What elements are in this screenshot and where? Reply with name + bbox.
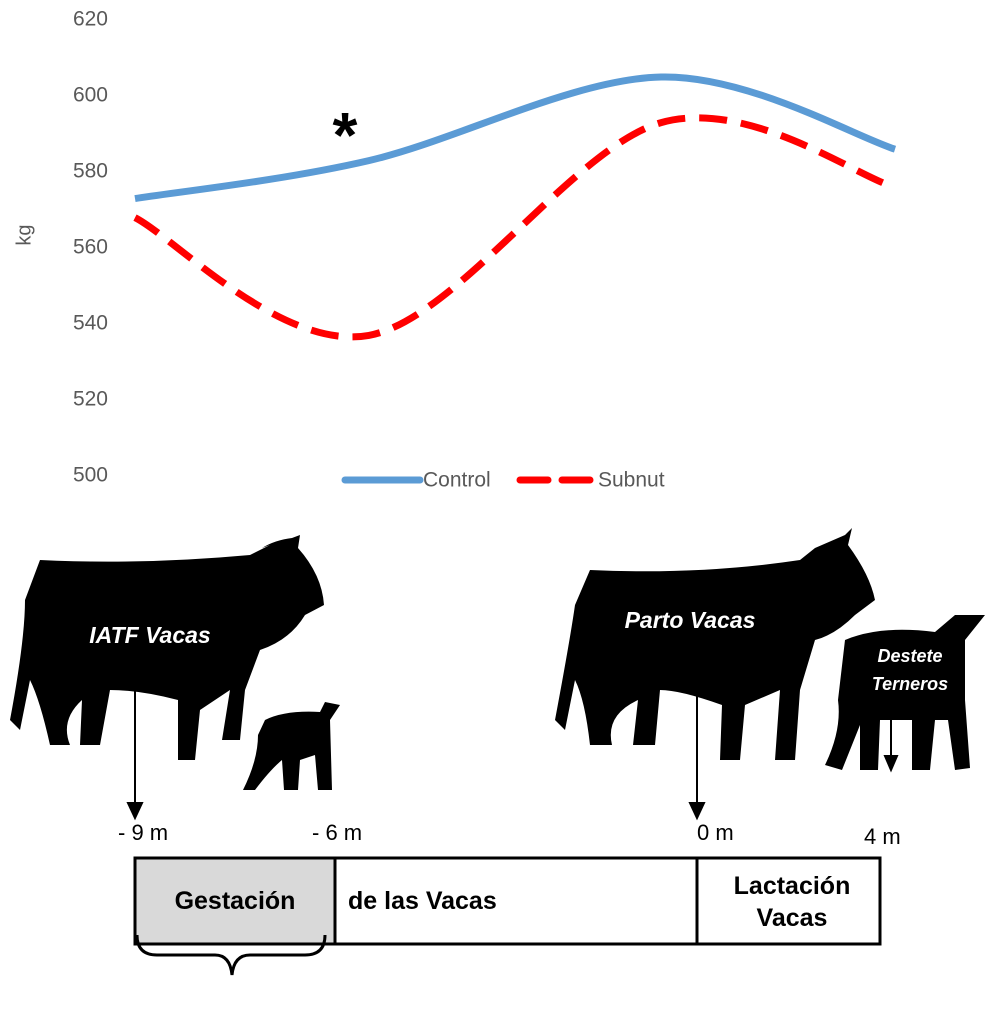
phase-label: de las Vacas	[348, 887, 497, 915]
y-tick-label: 540	[73, 312, 108, 335]
annotation: *	[333, 99, 358, 171]
legend-label: Control	[423, 469, 491, 492]
legend-label: Subnut	[598, 469, 665, 492]
y-tick-label: 560	[73, 236, 108, 259]
arrows	[126, 670, 899, 821]
phase-label: Lactación Vacas	[733, 872, 851, 932]
event-label: IATF Vacas	[89, 622, 211, 648]
y-axis-label: kg	[13, 224, 35, 245]
y-tick-label: 580	[73, 160, 108, 183]
y-tick-label: 600	[73, 84, 108, 107]
timeline-label: 0 m	[697, 820, 734, 845]
timeline-label: - 6 m	[312, 820, 363, 845]
series-line	[134, 73, 897, 203]
cow-silhouette	[10, 528, 985, 790]
phase-label: Gestación	[174, 887, 296, 915]
timeline-label: 4 m	[864, 824, 901, 849]
y-tick-label: 620	[73, 8, 108, 31]
y-tick-label: 500	[73, 464, 108, 487]
event-label: Parto Vacas	[624, 607, 756, 633]
series-line	[133, 114, 897, 341]
bracket	[135, 934, 327, 976]
y-tick-label: 520	[73, 388, 108, 411]
timeline-box	[133, 856, 882, 946]
timeline-label: - 9 m	[118, 820, 169, 845]
event-label: Destete Terneros	[871, 646, 949, 694]
